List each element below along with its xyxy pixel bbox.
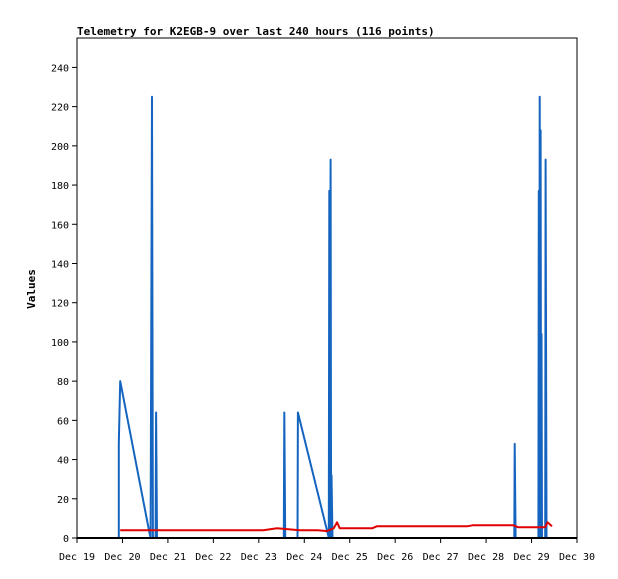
y-tick-label: 80 xyxy=(57,377,69,388)
series-line-2 xyxy=(120,521,553,533)
y-tick-label: 0 xyxy=(63,534,69,545)
x-tick-label: Dec 25 xyxy=(332,552,368,563)
x-tick-label: Dec 23 xyxy=(241,552,277,563)
y-axis-ticks: 0 20 40 60 80 100 120 140 160 180 200 220 240 xyxy=(51,63,77,545)
y-tick-label: 40 xyxy=(57,456,69,467)
y-tick-label: 180 xyxy=(51,181,69,192)
x-tick-label: Dec 24 xyxy=(286,552,322,563)
x-tick-label: Dec 22 xyxy=(195,552,231,563)
x-tick-label: Dec 21 xyxy=(150,552,186,563)
y-tick-label: 20 xyxy=(57,495,69,506)
y-tick-label: 100 xyxy=(51,338,69,349)
y-tick-label: 200 xyxy=(51,142,69,153)
x-tick-label: Dec 19 xyxy=(59,552,95,563)
x-tick-label: Dec 26 xyxy=(377,552,413,563)
y-tick-label: 240 xyxy=(51,63,69,74)
x-tick-label: Dec 28 xyxy=(468,552,504,563)
y-axis-label: Values xyxy=(25,269,38,309)
y-tick-label: 140 xyxy=(51,259,69,270)
x-axis-ticks: Dec 19 Dec 20 Dec 21 Dec 22 Dec 23 Dec 24 Dec … xyxy=(59,538,595,563)
x-tick-label: Dec 30 xyxy=(559,552,595,563)
y-tick-label: 120 xyxy=(51,299,69,310)
x-tick-label: Dec 27 xyxy=(423,552,459,563)
y-tick-label: 220 xyxy=(51,103,69,114)
x-tick-label: Dec 29 xyxy=(513,552,549,563)
plot-frame xyxy=(76,37,578,539)
x-tick-label: Dec 20 xyxy=(104,552,140,563)
y-tick-label: 160 xyxy=(51,220,69,231)
chart-title: Telemetry for K2EGB-9 over last 240 hour… xyxy=(77,25,435,38)
y-tick-label: 60 xyxy=(57,416,69,427)
